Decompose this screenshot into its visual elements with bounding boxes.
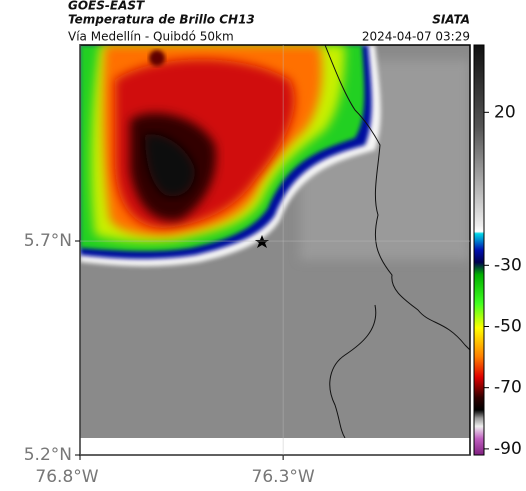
y-tick-label: 5.7°N <box>24 231 72 251</box>
timestamp: 2024-04-07 03:29 <box>362 30 470 44</box>
x-tick-label: 76.3°W <box>252 467 315 487</box>
y-tick-label: 5.2°N <box>24 445 72 465</box>
colorbar-tick-label: -70 <box>494 378 522 398</box>
route: Vía Medellín - Quibdó 50km <box>68 30 234 44</box>
colorbar-tick-label: -90 <box>494 439 522 459</box>
colorbar-tick-label: -50 <box>494 316 522 336</box>
location-star <box>255 235 269 248</box>
satellite-image <box>80 45 470 438</box>
borders <box>324 45 470 438</box>
source: SIATA <box>432 13 470 27</box>
title: GOES-EAST <box>68 0 145 13</box>
colorbar <box>473 44 485 456</box>
x-tick-label: 76.8°W <box>35 467 98 487</box>
colorbar-tick-label: 20 <box>494 102 516 122</box>
colorbar-tick-label: -30 <box>494 255 522 275</box>
subtitle: Temperatura de Brillo CH13 <box>68 13 255 27</box>
